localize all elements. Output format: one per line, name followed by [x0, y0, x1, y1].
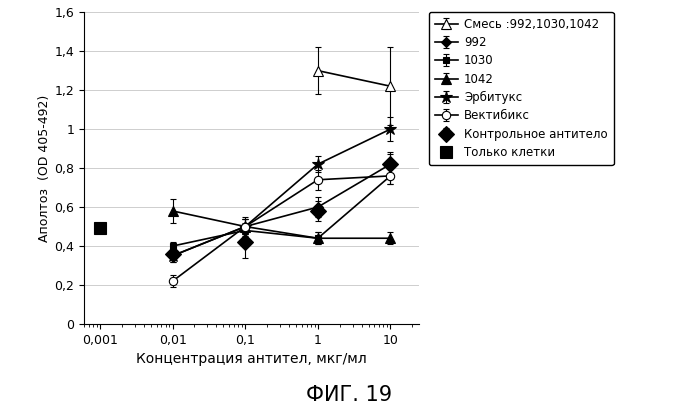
X-axis label: Концентрация антител, мкг/мл: Концентрация антител, мкг/мл	[136, 352, 367, 366]
Y-axis label: Аполтоз  (OD 405-492): Аполтоз (OD 405-492)	[38, 94, 52, 242]
Legend: Смесь :992,1030,1042, 992, 1030, 1042, Эрбитукс, Вектибикс, Контрольное антитело: Смесь :992,1030,1042, 992, 1030, 1042, Э…	[428, 12, 614, 165]
Text: ФИГ. 19: ФИГ. 19	[306, 385, 393, 405]
